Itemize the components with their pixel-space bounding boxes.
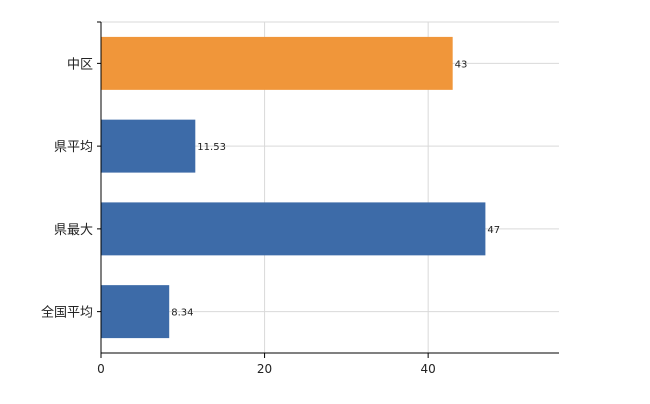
x-tick-label-1: 20 bbox=[257, 362, 272, 376]
value-label-2: 47 bbox=[487, 225, 500, 236]
label-layer: 43 中区 11.53 県平均 47 県最大 8.34 全国平均 0 20 40 bbox=[41, 57, 500, 376]
value-label-1: 11.53 bbox=[197, 142, 226, 153]
axis-layer bbox=[97, 21, 559, 358]
bar-0 bbox=[101, 36, 453, 90]
category-label-0: 中区 bbox=[67, 57, 93, 72]
category-label-3: 全国平均 bbox=[41, 305, 93, 321]
value-label-0: 43 bbox=[455, 59, 468, 70]
x-tick-label-0: 0 bbox=[97, 362, 105, 376]
bar-1 bbox=[101, 119, 196, 173]
bar-3 bbox=[101, 285, 170, 339]
bar-layer bbox=[101, 36, 486, 339]
value-label-3: 8.34 bbox=[171, 308, 193, 319]
category-label-2: 県最大 bbox=[54, 223, 93, 238]
category-label-1: 県平均 bbox=[54, 140, 93, 155]
x-tick-label-2: 40 bbox=[421, 362, 436, 376]
bar-2 bbox=[101, 202, 486, 256]
